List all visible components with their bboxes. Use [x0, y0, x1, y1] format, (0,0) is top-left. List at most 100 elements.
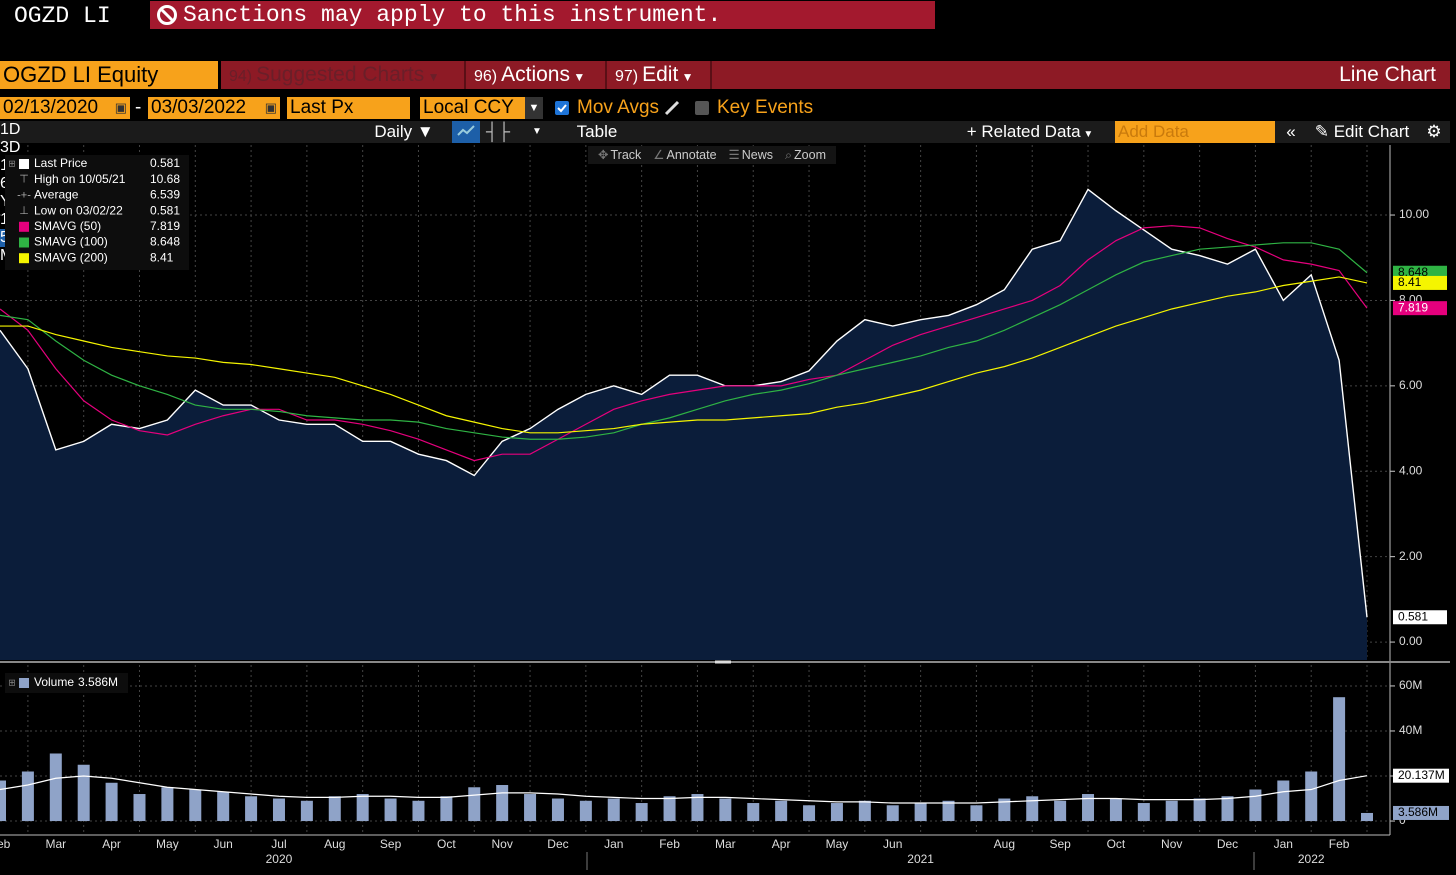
- tool-button[interactable]: Track: [610, 148, 642, 162]
- table-button[interactable]: Table: [576, 122, 618, 141]
- legend-value: 6.539: [150, 188, 180, 202]
- legend-swatch: [19, 159, 29, 169]
- x-group-label: 2021: [907, 852, 934, 866]
- pencil-icon[interactable]: [663, 99, 681, 117]
- mov-avgs-label[interactable]: Mov Avgs: [577, 97, 660, 118]
- x-group-label: 2022: [1298, 852, 1325, 866]
- menu-num: 94): [229, 68, 253, 85]
- frequency-text: Daily: [374, 122, 413, 141]
- x-group-label: 2020: [266, 852, 293, 866]
- value-tag: [1393, 805, 1449, 820]
- y-tick-label: 0.00: [1399, 634, 1423, 648]
- bar-icon[interactable]: ┤├: [486, 122, 511, 141]
- sanctions-banner: Sanctions may apply to this instrument.: [150, 1, 935, 29]
- legend-toggle: ⊞: [8, 158, 16, 168]
- menu-edit[interactable]: 97) Edit ▼: [615, 63, 694, 86]
- x-tick-label: Feb: [659, 837, 680, 851]
- key-events-checkbox[interactable]: [695, 101, 709, 115]
- start-date[interactable]: 02/13/2020 ▣: [0, 97, 130, 119]
- value-tag-text: 8.41: [1398, 275, 1422, 289]
- menu-actions[interactable]: 96) Actions ▼: [474, 63, 586, 86]
- volume-bar: [245, 796, 258, 822]
- volume-bar: [1054, 800, 1067, 822]
- settings-icon[interactable]: ⚙: [1426, 122, 1442, 141]
- legend-value: 7.819: [150, 219, 180, 233]
- volume-bar: [914, 803, 927, 822]
- period-button[interactable]: 3D: [0, 139, 21, 156]
- edit-chart[interactable]: ✎ Edit Chart: [1314, 122, 1410, 141]
- chart-tools: ✥ Track ∠ Annotate ☰ News ⌕ Zoom: [588, 146, 836, 164]
- volume-bar: [942, 800, 955, 822]
- x-tick-label: Oct: [1107, 837, 1126, 851]
- volume-bar: [21, 771, 34, 822]
- volume-bar: [1193, 798, 1206, 822]
- volume-bar: [1221, 796, 1234, 822]
- x-tick-label: Jul: [271, 837, 286, 851]
- x-tick-label: Mar: [715, 837, 736, 851]
- menu-num: 97): [615, 68, 639, 85]
- x-tick-label: Nov: [491, 837, 512, 851]
- add-data-input[interactable]: Add Data: [1115, 121, 1275, 143]
- x-tick-label: Jun: [214, 837, 233, 851]
- end-date[interactable]: 03/03/2022 ▣: [148, 97, 280, 119]
- dropdown[interactable]: ▼: [532, 126, 542, 137]
- volume-bar: [161, 787, 174, 822]
- volume-bar: [1333, 697, 1346, 822]
- volume-bar: [300, 800, 313, 822]
- legend-label: High on 10/05/21: [34, 172, 126, 186]
- x-tick-label: Jan: [1274, 837, 1293, 851]
- volume-bar: [1109, 798, 1122, 822]
- mov-avgs-checkbox[interactable]: [555, 101, 569, 115]
- related-data[interactable]: + Related Data ▼: [966, 122, 1094, 141]
- separator: [464, 61, 466, 89]
- volume-bar: [189, 789, 202, 822]
- volume-bar: [412, 800, 425, 822]
- x-tick-label: Sep: [380, 837, 402, 851]
- field-select[interactable]: Last Px: [287, 97, 410, 119]
- tool-icon: ☰: [728, 148, 740, 162]
- tool-button[interactable]: Annotate: [666, 148, 717, 162]
- legend-value: 8.648: [150, 235, 180, 249]
- legend-icon: ⊤: [19, 174, 29, 186]
- volume-bar: [607, 798, 620, 822]
- volume-bar: [0, 780, 6, 822]
- volume-bar: [1082, 794, 1095, 822]
- frequency-select[interactable]: Daily ▼: [374, 122, 434, 141]
- tool-button[interactable]: Zoom: [794, 148, 826, 162]
- volume-bar: [356, 794, 369, 822]
- volume-bar: [77, 764, 90, 822]
- x-tick-label: Oct: [437, 837, 456, 851]
- end-date-text: 03/03/2022: [151, 97, 247, 118]
- alert-icon: [157, 5, 177, 25]
- period-button[interactable]: 1D: [0, 121, 21, 138]
- volume-bar: [1249, 789, 1262, 822]
- volume-bar: [775, 800, 788, 822]
- currency-select[interactable]: Local CCY ▼: [420, 97, 543, 119]
- value-tag-text: 7.819: [1398, 300, 1428, 314]
- volume-bar: [803, 805, 816, 822]
- menu-suggested[interactable]: 94) Suggested Charts ▼: [229, 63, 440, 86]
- moving-average-line: [0, 225, 1368, 462]
- volume-bar: [998, 798, 1011, 822]
- volume-bar: [1026, 796, 1039, 822]
- legend-name: Volume: [34, 675, 74, 689]
- x-tick-label: Aug: [324, 837, 345, 851]
- x-tick-label: Feb: [0, 837, 11, 851]
- volume-bar: [663, 796, 676, 822]
- value-tag-text: 20.137M: [1398, 768, 1445, 782]
- tool-icon: ⌕: [785, 148, 793, 162]
- legend-value: 0.581: [150, 156, 180, 170]
- line-icon[interactable]: [452, 121, 480, 143]
- security-field[interactable]: OGZD LI Equity: [0, 61, 218, 89]
- collapse-icon[interactable]: «: [1286, 122, 1296, 141]
- legend-box: [5, 155, 189, 270]
- menu-label: Edit: [642, 63, 679, 86]
- key-events-label[interactable]: Key Events: [717, 97, 814, 118]
- x-tick-label: Jan: [604, 837, 623, 851]
- volume-bar: [272, 798, 285, 822]
- legend-value: 3.586M: [78, 675, 118, 689]
- value-tag: [1393, 610, 1447, 625]
- tool-button[interactable]: News: [741, 148, 774, 162]
- y-tick-label: 60M: [1399, 678, 1422, 692]
